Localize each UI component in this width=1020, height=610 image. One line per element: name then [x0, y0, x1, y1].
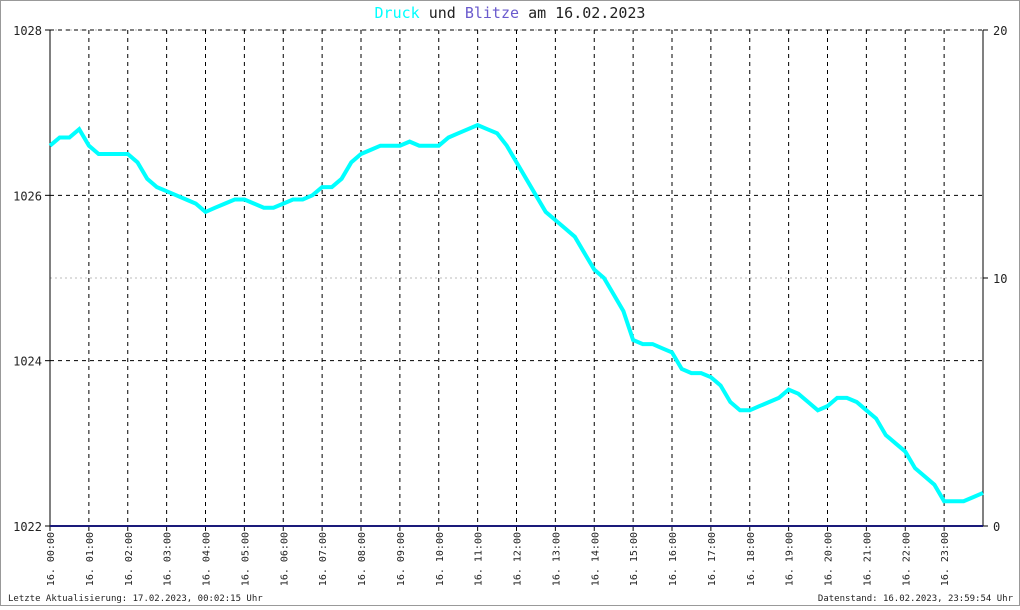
x-tick-label: 16. 15:00 — [629, 532, 640, 586]
x-tick-label: 16. 10:00 — [435, 532, 446, 586]
x-tick-label: 16. 18:00 — [746, 532, 757, 586]
x-tick-label: 16. 04:00 — [202, 532, 213, 586]
x-tick-label: 16. 16:00 — [668, 532, 679, 586]
x-tick-label: 16. 11:00 — [474, 532, 485, 586]
title-series-name: Druck — [375, 4, 420, 22]
y-tick-label: 1024 — [13, 355, 42, 369]
x-tick-label: 16. 07:00 — [318, 532, 329, 586]
title-date: am 16.02.2023 — [528, 4, 645, 22]
x-tick-label: 16. 23:00 — [940, 532, 951, 586]
x-tick-label: 16. 03:00 — [163, 532, 174, 586]
x-tick-label: 16. 19:00 — [785, 532, 796, 586]
x-tick-label: 16. 06:00 — [279, 532, 290, 586]
x-tick-label: 16. 00:00 — [46, 532, 57, 586]
x-tick-label: 16. 08:00 — [357, 532, 368, 586]
x-tick-label: 16. 02:00 — [124, 532, 135, 586]
x-tick-label: 16. 05:00 — [240, 532, 251, 586]
chart-title: Druck und Blitze am 16.02.2023 — [375, 4, 646, 22]
y2-tick-label: 10 — [993, 272, 1007, 286]
x-tick-label: 16. 17:00 — [707, 532, 718, 586]
y2-tick-label: 20 — [993, 24, 1007, 38]
y-tick-label: 1028 — [13, 24, 42, 38]
y2-tick-label: 0 — [993, 520, 1000, 534]
x-tick-label: 16. 14:00 — [590, 532, 601, 586]
x-tick-label: 16. 01:00 — [85, 532, 96, 586]
x-tick-label: 16. 22:00 — [901, 532, 912, 586]
footer-right: Datenstand: 16.02.2023, 23:59:54 Uhr — [818, 594, 1014, 604]
y-tick-label: 1022 — [13, 520, 42, 534]
title-series-name: Blitze — [465, 4, 519, 22]
x-tick-label: 16. 13:00 — [551, 532, 562, 586]
series-line — [48, 122, 984, 504]
y-tick-label: 1026 — [13, 189, 42, 203]
x-tick-label: 16. 12:00 — [513, 532, 524, 586]
title-connector: und — [429, 4, 456, 22]
x-tick-label: 16. 20:00 — [824, 532, 835, 586]
footer-left: Letzte Aktualisierung: 17.02.2023, 00:02… — [8, 594, 263, 604]
x-tick-label: 16. 09:00 — [396, 532, 407, 586]
x-tick-label: 16. 21:00 — [862, 532, 873, 586]
